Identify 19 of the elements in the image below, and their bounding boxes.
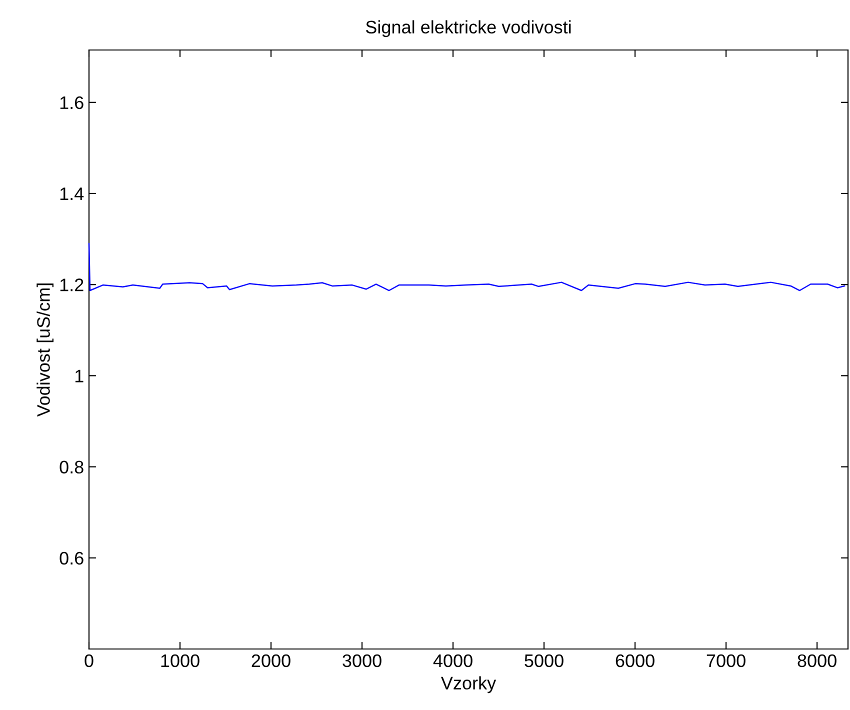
y-tick-label: 1.4 bbox=[60, 188, 84, 200]
x-tick-label: 7000 bbox=[706, 654, 746, 668]
x-tick-label: 3000 bbox=[342, 654, 382, 668]
y-tick-label: 1.6 bbox=[60, 96, 84, 110]
x-tick-label: 8000 bbox=[798, 654, 836, 668]
x-tick-label: 5000 bbox=[524, 654, 564, 668]
y-tick-label: 1 bbox=[75, 370, 84, 382]
x-tick-label: 4000 bbox=[433, 654, 472, 668]
y-tick-label: 0.8 bbox=[60, 460, 84, 474]
x-tick-label: 1000 bbox=[161, 654, 200, 668]
x-tick-label: 0 bbox=[84, 654, 94, 668]
y-tick-label: 1.2 bbox=[60, 278, 84, 292]
x-tick-label: 6000 bbox=[616, 654, 654, 668]
chart-title: Signal elektricke vodivosti bbox=[366, 20, 571, 38]
x-tick-label: 2000 bbox=[252, 654, 290, 668]
y-axis-title: Vodivost [uS/cm] bbox=[36, 284, 54, 417]
line-series bbox=[88, 242, 846, 292]
x-axis-title: Vzorky bbox=[440, 676, 496, 694]
y-tick-label: 0.6 bbox=[60, 552, 84, 565]
